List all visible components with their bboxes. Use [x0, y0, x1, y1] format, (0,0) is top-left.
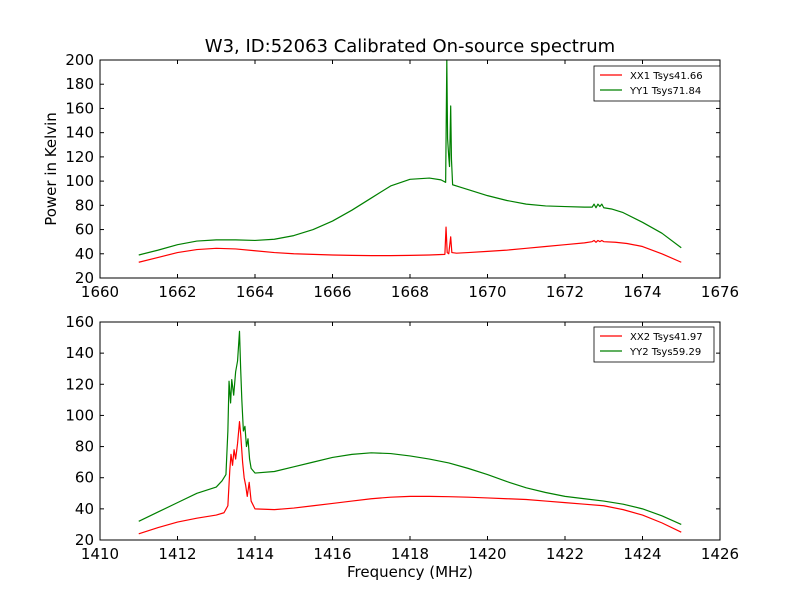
- legend-label-2: YY1 Tsys71.84: [629, 86, 701, 97]
- bottom-plot-panel: 1410 1412 1414 1416 1418 1420 1422 1424 1426 20 40…: [65, 313, 739, 563]
- x-tick-label: 1424: [623, 545, 661, 563]
- y-tick-label: 140: [65, 344, 94, 362]
- chart-title: W3, ID:52063 Calibrated On-source spectr…: [205, 36, 615, 57]
- x-tick-label: 1676: [701, 283, 739, 301]
- y-tick-label: 100: [65, 406, 94, 424]
- legend-label-1: XX1 Tsys41.66: [630, 71, 703, 82]
- x-tick-label: 1670: [468, 283, 506, 301]
- y-tick-label: 40: [75, 500, 94, 518]
- x-tick-label: 1662: [158, 283, 196, 301]
- x-axis-label: Frequency (MHz): [347, 563, 473, 581]
- y-tick-label: 40: [75, 245, 94, 263]
- x-tick-label: 1660: [81, 283, 119, 301]
- series-line-2: [138, 330, 682, 525]
- x-tick-label: 1420: [468, 545, 506, 563]
- legend-label-2: YY2 Tsys59.29: [629, 347, 701, 358]
- legend-box: [593, 326, 715, 363]
- x-tick-label: 1416: [313, 545, 351, 563]
- y-tick-label: 60: [75, 469, 94, 487]
- x-tick-label: 1674: [623, 283, 661, 301]
- x-tick-label: 1664: [236, 283, 274, 301]
- series-line-1: [138, 226, 682, 263]
- x-tick-label: 1672: [546, 283, 584, 301]
- legend-box: [593, 65, 721, 102]
- x-tick-label: 1426: [701, 545, 739, 563]
- y-tick-label: 60: [75, 221, 94, 239]
- x-tick-label: 1418: [391, 545, 429, 563]
- y-tick-label: 100: [65, 172, 94, 190]
- y-tick-label: 80: [75, 438, 94, 456]
- x-tick-label: 1410: [81, 545, 119, 563]
- legend-label-1: XX2 Tsys41.97: [630, 332, 703, 343]
- x-tick-label: 1414: [236, 545, 274, 563]
- series-line-2: [138, 59, 682, 256]
- y-tick-label: 120: [65, 148, 94, 166]
- y-tick-label: 160: [65, 99, 94, 117]
- y-tick-label: 200: [65, 51, 94, 69]
- y-tick-label: 120: [65, 375, 94, 393]
- y-tick-label: 180: [65, 75, 94, 93]
- x-tick-label: 1412: [158, 545, 196, 563]
- y-tick-label: 140: [65, 124, 94, 142]
- y-tick-label: 80: [75, 196, 94, 214]
- top-plot-panel: 1660 1662 1664 1666 1668 1670 1672 1674 1676 20 40…: [65, 51, 739, 301]
- x-tick-label: 1668: [391, 283, 429, 301]
- y-tick-label: 160: [65, 313, 94, 331]
- y-axis-label: Power in Kelvin: [42, 112, 60, 226]
- y-tick-label: 20: [75, 269, 94, 287]
- x-tick-label: 1422: [546, 545, 584, 563]
- series-line-1: [138, 421, 682, 535]
- y-tick-label: 20: [75, 531, 94, 549]
- x-tick-label: 1666: [313, 283, 351, 301]
